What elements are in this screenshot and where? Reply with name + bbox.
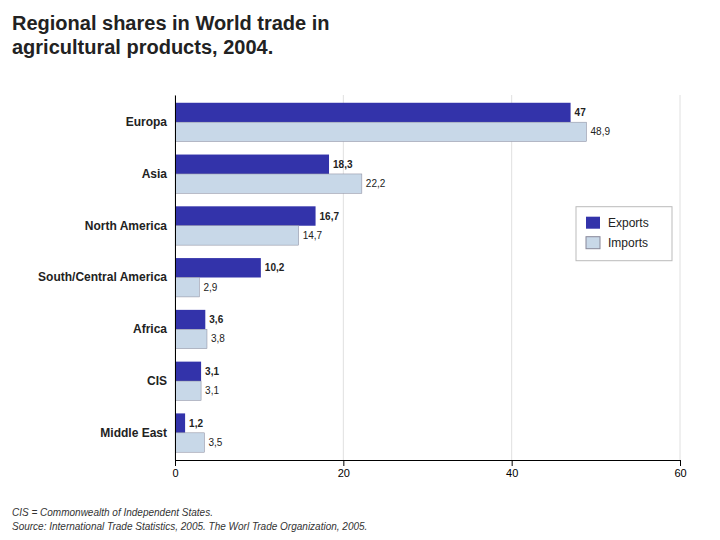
- tick: CIS: [147, 374, 167, 388]
- tick: 40: [506, 460, 518, 479]
- bar: [175, 413, 185, 432]
- tick-label: CIS: [147, 374, 167, 388]
- data-label: 14,7: [303, 230, 323, 241]
- tick-label: South/Central America: [38, 270, 167, 284]
- bar: [175, 329, 207, 348]
- bar: [175, 155, 329, 174]
- legend-swatch: [586, 217, 600, 229]
- bars: [175, 103, 587, 452]
- grid-line: [343, 95, 344, 460]
- tick-label: Africa: [133, 322, 167, 336]
- grid-line: [175, 95, 176, 460]
- grid-line: [680, 95, 681, 460]
- tick-label: Middle East: [100, 426, 167, 440]
- legend-item: Exports: [586, 216, 649, 230]
- x-axis: 0 20 40 60: [172, 460, 686, 479]
- data-label: 1,2: [189, 418, 203, 429]
- tick-label: 40: [506, 467, 518, 479]
- tick-label: 60: [674, 467, 686, 479]
- tick-label: Asia: [142, 167, 168, 181]
- tick-label: 20: [338, 467, 350, 479]
- axis-line: [176, 461, 681, 467]
- data-label: 3,1: [205, 366, 219, 377]
- data-label: 22,2: [366, 178, 386, 189]
- data-label: 2,9: [203, 282, 217, 293]
- tick-mark: [175, 460, 176, 466]
- bar: [175, 206, 316, 225]
- bar: [175, 381, 201, 400]
- bar: [175, 122, 587, 141]
- tick-mark: [343, 460, 344, 466]
- series: [175, 103, 571, 433]
- bar: [175, 310, 205, 329]
- tick: Middle East: [100, 426, 167, 440]
- legend-box: [576, 207, 672, 261]
- title: Regional shares in World trade inagricul…: [12, 12, 329, 58]
- bar: [175, 278, 199, 297]
- bar: [175, 103, 571, 122]
- tick: 60: [674, 460, 686, 479]
- legend-label: Imports: [608, 236, 648, 250]
- data-label: 10,2: [265, 262, 285, 273]
- bar: [175, 362, 201, 381]
- tick-mark: [680, 460, 681, 466]
- tick-mark: [512, 460, 513, 466]
- tick: 0: [172, 460, 178, 479]
- data-label: 48,9: [591, 126, 611, 137]
- bar: [175, 174, 362, 193]
- grid: [175, 95, 680, 460]
- data-label: 3,6: [209, 314, 223, 325]
- legend-swatch: [586, 237, 600, 249]
- data-label: 47: [575, 107, 587, 118]
- data-label: 3,5: [208, 437, 222, 448]
- bar: [175, 226, 299, 245]
- tick-label: Europa: [126, 115, 168, 129]
- y-axis: Europa Asia North America South/Central Ame…: [38, 96, 175, 461]
- tick-label: North America: [85, 219, 168, 233]
- bar: [175, 258, 261, 277]
- data-label: 16,7: [320, 211, 340, 222]
- data-label: 18,3: [333, 159, 353, 170]
- legend-label: Exports: [608, 216, 649, 230]
- data-label: 3,1: [205, 385, 219, 396]
- annotation: Source: International Trade Statistics, …: [12, 521, 367, 532]
- chart: Regional shares in World trade inagricul…: [0, 0, 720, 540]
- tick: Asia: [142, 167, 168, 181]
- legend-item: Imports: [586, 236, 648, 250]
- plot: 47 18,3 16,7 10,2 3,6 3,1 1,2 48,9 22,2 14,7 2,9 3,…: [38, 95, 687, 479]
- tick: North America: [85, 219, 168, 233]
- axis-line: [175, 96, 176, 461]
- series: [175, 122, 587, 452]
- bar: [175, 433, 204, 452]
- tick: 20: [338, 460, 350, 479]
- annotations: CIS = Commonwealth of Independent States…: [12, 507, 367, 532]
- legend: Exports Imports: [576, 207, 672, 261]
- tick-label: 0: [172, 467, 178, 479]
- annotation: CIS = Commonwealth of Independent States…: [12, 507, 213, 518]
- tick: Europa: [126, 115, 168, 129]
- grid-line: [511, 95, 512, 460]
- data-labels: 47 18,3 16,7 10,2 3,6 3,1 1,2 48,9 22,2 14,7 2,9 3,…: [189, 107, 610, 448]
- data-label: 3,8: [211, 333, 225, 344]
- tick: Africa: [133, 322, 167, 336]
- tick: South/Central America: [38, 270, 167, 284]
